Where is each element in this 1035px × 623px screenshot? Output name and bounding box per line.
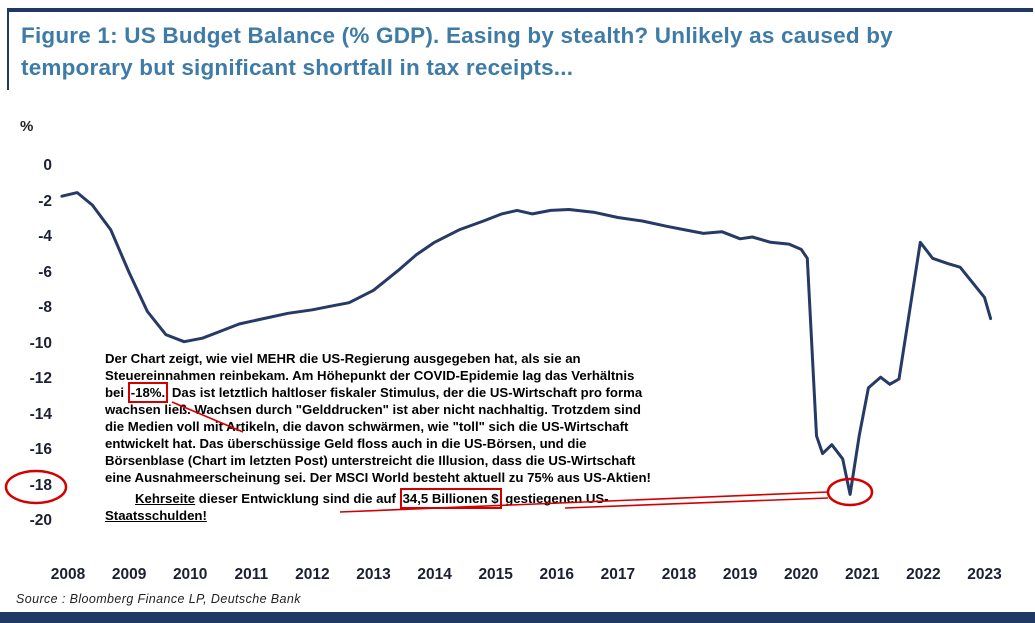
commentary-line: Der Chart zeigt, wie viel MEHR die US-Re… — [105, 350, 651, 367]
y-axis-unit-label: % — [20, 118, 34, 135]
y-axis-tick-label: -20 — [29, 512, 52, 529]
commentary-text: die Medien voll mit Artikeln, die davon … — [105, 419, 629, 434]
x-axis-tick-label: 2019 — [722, 566, 758, 583]
commentary-line: Steuereinnahmen reinbekam. Am Höhepunkt … — [105, 367, 651, 384]
x-axis-tick-label: 2010 — [172, 566, 208, 583]
x-axis-tick-label: 2014 — [417, 566, 452, 583]
x-axis-tick-label: 2015 — [478, 566, 513, 583]
x-axis-tick-label: 2011 — [234, 566, 269, 583]
commentary-line: eine Ausnahmeerscheinung sei. Der MSCI W… — [105, 469, 651, 486]
y-axis-tick-label: -6 — [38, 263, 52, 281]
source-caption: Source : Bloomberg Finance LP, Deutsche … — [16, 592, 301, 606]
x-axis-tick-label: 2012 — [295, 566, 330, 583]
x-axis-tick-label: 2018 — [661, 566, 697, 583]
x-axis-tick-label: 2009 — [111, 566, 147, 583]
y-axis-tick-label: -12 — [29, 370, 52, 387]
commentary-line: Staatsschulden! — [105, 507, 651, 524]
x-axis-tick-label: 2022 — [906, 566, 941, 583]
underlined-text: Staatsschulden! — [105, 508, 207, 523]
commentary-text: Steuereinnahmen reinbekam. Am Höhepunkt … — [105, 368, 635, 383]
figure-title: Figure 1: US Budget Balance (% GDP). Eas… — [7, 8, 1033, 90]
red-highlight-box: -18%. — [127, 382, 169, 403]
y-axis-tick-label: -18 — [29, 476, 52, 494]
y-axis-tick-label: -2 — [38, 192, 52, 210]
y-axis-tick-label: -4 — [38, 228, 52, 245]
y-axis-tick-label: -16 — [29, 441, 52, 458]
x-axis-tick-label: 2023 — [967, 566, 1002, 583]
commentary-text: entwickelt hat. Das überschüssige Geld f… — [105, 436, 587, 451]
commentary-text: bei — [105, 385, 128, 400]
y-axis-tick-label: -10 — [29, 334, 52, 352]
x-axis-tick-label: 2016 — [539, 566, 575, 583]
bottom-rule — [0, 612, 1035, 623]
figure-title-line-1: Figure 1: US Budget Balance (% GDP). Eas… — [21, 23, 893, 48]
commentary-text: Das ist letztlich haltloser fiskaler Sti… — [168, 385, 643, 400]
x-axis-tick-label: 2020 — [783, 566, 819, 583]
underlined-text: Kehrseite — [135, 491, 196, 506]
figure-title-line-2: temporary but significant shortfall in t… — [21, 55, 574, 80]
x-axis-tick-label: 2013 — [356, 566, 391, 583]
red-highlight-box: 34,5 Billionen $ — [399, 488, 502, 509]
commentary-text: wachsen ließ. Wachsen durch "Gelddrucken… — [105, 402, 641, 417]
commentary-text-block: Der Chart zeigt, wie viel MEHR die US-Re… — [105, 350, 651, 524]
y-axis-tick-label: 0 — [43, 157, 52, 174]
commentary-line: entwickelt hat. Das überschüssige Geld f… — [105, 435, 651, 452]
red-circle-covid-trough — [826, 477, 874, 507]
x-axis-tick-label: 2008 — [50, 566, 86, 583]
y-axis-tick-label: -14 — [29, 405, 52, 423]
commentary-line: die Medien voll mit Artikeln, die davon … — [105, 418, 651, 435]
commentary-text: eine Ausnahmeerscheinung sei. Der MSCI W… — [105, 470, 651, 485]
y-axis-tick-label: -8 — [38, 299, 52, 316]
commentary-text: gestiegenen US- — [501, 491, 609, 506]
commentary-text: Börsenblase (Chart im letzten Post) unte… — [105, 453, 636, 468]
commentary-line: wachsen ließ. Wachsen durch "Gelddrucken… — [105, 401, 651, 418]
commentary-line: Börsenblase (Chart im letzten Post) unte… — [105, 452, 651, 469]
x-axis-tick-label: 2021 — [845, 566, 880, 583]
x-axis-tick-label: 2017 — [600, 566, 636, 583]
commentary-line: Kehrseite dieser Entwicklung sind die au… — [105, 488, 651, 509]
commentary-text: dieser Entwicklung sind die auf — [195, 491, 400, 506]
commentary-line: bei -18%. Das ist letztlich haltloser fi… — [105, 382, 651, 403]
commentary-text: Der Chart zeigt, wie viel MEHR die US-Re… — [105, 351, 581, 366]
